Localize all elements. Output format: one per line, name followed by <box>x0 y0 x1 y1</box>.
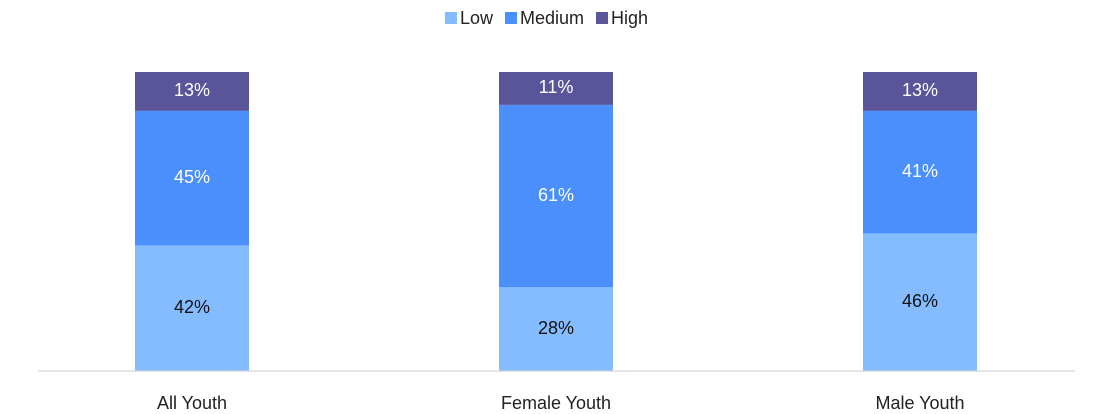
bar-segment <box>863 72 977 111</box>
x-tick-label: Male Youth <box>875 393 964 413</box>
bar-segment <box>135 110 249 246</box>
bar-segment <box>863 233 977 371</box>
x-tick-label: All Youth <box>157 393 227 413</box>
bar-segment <box>135 72 249 111</box>
data-label: 42% <box>174 297 210 317</box>
bar-segment <box>499 72 613 105</box>
bar-segment <box>499 287 613 371</box>
data-label: 13% <box>902 80 938 100</box>
bar-segment <box>135 245 249 371</box>
legend-swatch <box>596 12 609 24</box>
legend-label: Low <box>460 8 494 28</box>
data-label: 28% <box>538 318 574 338</box>
bar-segment <box>499 104 613 288</box>
bar-segment <box>863 110 977 234</box>
legend-swatch <box>444 12 457 24</box>
data-label: 41% <box>902 161 938 181</box>
legend-swatch <box>504 12 517 24</box>
data-label: 46% <box>902 291 938 311</box>
data-label: 45% <box>174 167 210 187</box>
data-label: 13% <box>174 80 210 100</box>
data-label: 61% <box>538 185 574 205</box>
data-label: 11% <box>539 77 574 97</box>
legend-label: Medium <box>520 8 584 28</box>
x-tick-label: Female Youth <box>501 393 611 413</box>
legend-label: High <box>611 8 648 28</box>
